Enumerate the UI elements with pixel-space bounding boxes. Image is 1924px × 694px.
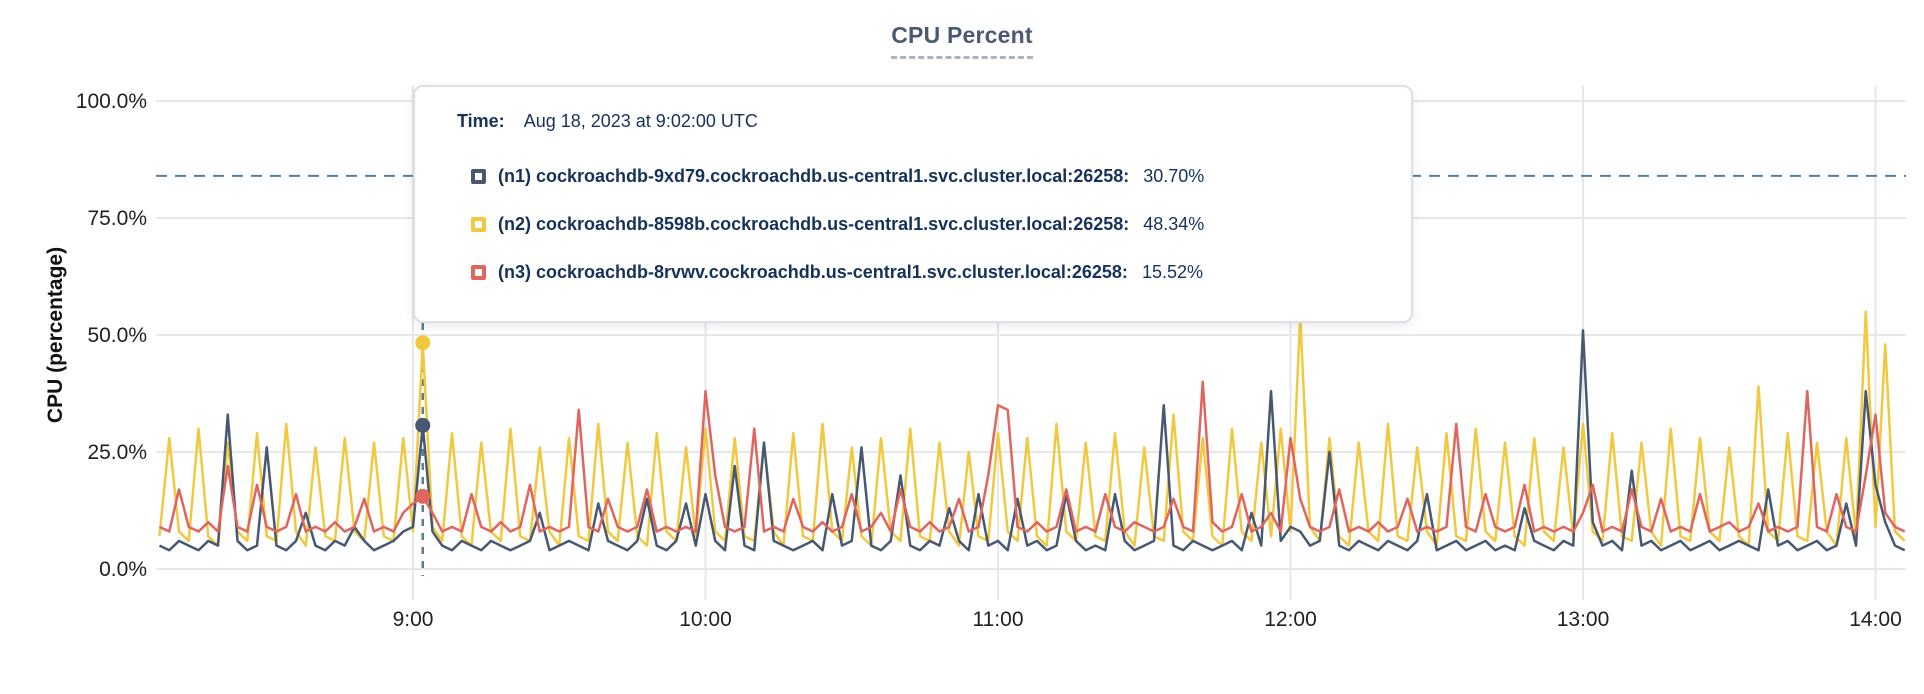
tooltip-time-row: Time: Aug 18, 2023 at 9:02:00 UTC [457, 111, 1411, 132]
y-axis-title: CPU (percentage) [44, 247, 67, 423]
x-tick-10: 10:00 [679, 608, 732, 631]
y-tick-0: 0.0% [99, 558, 147, 581]
y-tick-labels: 100.0% 75.0% 50.0% 25.0% 0.0% [76, 90, 147, 581]
y-tick-25: 25.0% [87, 441, 147, 464]
x-tick-14: 14:00 [1849, 608, 1902, 631]
series-n3-swatch-icon [471, 264, 486, 280]
x-tick-11: 11:00 [973, 608, 1024, 631]
legend-n1-value: 30.70% [1143, 165, 1205, 186]
legend-row-n3: (n3) cockroachdb-8rvwv.cockroachdb.us-ce… [471, 260, 1411, 284]
legend-row-n1: (n1) cockroachdb-9xd79.cockroachdb.us-ce… [471, 164, 1411, 188]
legend-n1-name: (n1) cockroachdb-9xd79.cockroachdb.us-ce… [498, 165, 1130, 186]
series-lines [158, 310, 1906, 552]
series-n1-swatch-icon [471, 168, 486, 184]
hover-tooltip: Time: Aug 18, 2023 at 9:02:00 UTC (n1) c… [413, 85, 1413, 323]
hover-dots [415, 335, 431, 504]
x-tick-9: 9:00 [393, 608, 434, 631]
chart-title: CPU Percent [891, 22, 1033, 59]
tooltip-time-label: Time: [457, 111, 505, 131]
tooltip-time-value: Aug 18, 2023 at 9:02:00 UTC [523, 111, 758, 131]
legend-row-n2: (n2) cockroachdb-8598b.cockroachdb.us-ce… [471, 212, 1411, 236]
y-tick-75: 75.0% [87, 207, 147, 230]
legend-n3-value: 15.52% [1141, 261, 1203, 282]
legend-n3-name: (n3) cockroachdb-8rvwv.cockroachdb.us-ce… [498, 261, 1128, 282]
y-tick-50: 50.0% [87, 324, 147, 347]
x-tick-12: 12:00 [1264, 608, 1317, 631]
x-tick-labels: 9:00 10:00 11:00 12:00 13:00 14:00 [393, 608, 1902, 631]
x-tick-13: 13:00 [1557, 608, 1610, 631]
legend-n2-value: 48.34% [1143, 213, 1205, 234]
chart-title-wrap: CPU Percent [0, 22, 1924, 59]
tooltip-legend-rows: (n1) cockroachdb-9xd79.cockroachdb.us-ce… [471, 164, 1411, 284]
legend-n2-name: (n2) cockroachdb-8598b.cockroachdb.us-ce… [498, 213, 1130, 234]
series-n2-swatch-icon [471, 216, 486, 232]
y-tick-100: 100.0% [76, 90, 147, 113]
